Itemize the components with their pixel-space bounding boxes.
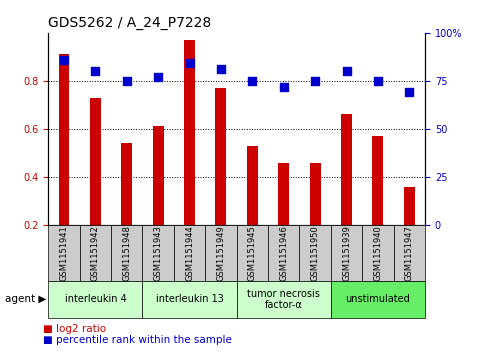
- Text: GSM1151939: GSM1151939: [342, 225, 351, 281]
- Text: GSM1151941: GSM1151941: [59, 225, 69, 281]
- Bar: [90, 98, 101, 225]
- Bar: [58, 54, 70, 225]
- Bar: [310, 163, 321, 225]
- Text: GSM1151942: GSM1151942: [91, 225, 100, 281]
- Bar: [247, 146, 258, 225]
- Text: ■ percentile rank within the sample: ■ percentile rank within the sample: [43, 335, 232, 345]
- Text: GSM1151944: GSM1151944: [185, 225, 194, 281]
- Text: GSM1151943: GSM1151943: [154, 225, 163, 281]
- Point: [123, 78, 131, 84]
- Bar: [372, 136, 384, 225]
- Text: GDS5262 / A_24_P7228: GDS5262 / A_24_P7228: [48, 16, 212, 30]
- Bar: [341, 114, 352, 225]
- Text: GSM1151940: GSM1151940: [373, 225, 383, 281]
- Point: [374, 78, 382, 84]
- Bar: [184, 40, 195, 225]
- Bar: [404, 187, 415, 225]
- Point: [217, 66, 225, 72]
- Point: [60, 57, 68, 62]
- Text: GSM1151945: GSM1151945: [248, 225, 257, 281]
- Point: [343, 68, 351, 74]
- Bar: [215, 88, 227, 225]
- Text: unstimulated: unstimulated: [345, 294, 411, 305]
- Point: [312, 78, 319, 84]
- Text: GSM1151948: GSM1151948: [122, 225, 131, 281]
- Text: GSM1151950: GSM1151950: [311, 225, 320, 281]
- Bar: [153, 126, 164, 225]
- Text: GSM1151949: GSM1151949: [216, 225, 226, 281]
- Point: [92, 68, 99, 74]
- Text: GSM1151946: GSM1151946: [279, 225, 288, 281]
- Point: [155, 74, 162, 80]
- Text: GSM1151947: GSM1151947: [405, 225, 414, 281]
- Text: interleukin 13: interleukin 13: [156, 294, 224, 305]
- Text: interleukin 4: interleukin 4: [65, 294, 126, 305]
- Bar: [121, 143, 132, 225]
- Text: agent ▶: agent ▶: [5, 294, 46, 305]
- Point: [249, 78, 256, 84]
- Point: [186, 61, 194, 66]
- Point: [280, 83, 288, 89]
- Point: [406, 89, 413, 95]
- Text: ■ log2 ratio: ■ log2 ratio: [43, 324, 107, 334]
- Bar: [278, 163, 289, 225]
- Text: tumor necrosis
factor-α: tumor necrosis factor-α: [247, 289, 320, 310]
